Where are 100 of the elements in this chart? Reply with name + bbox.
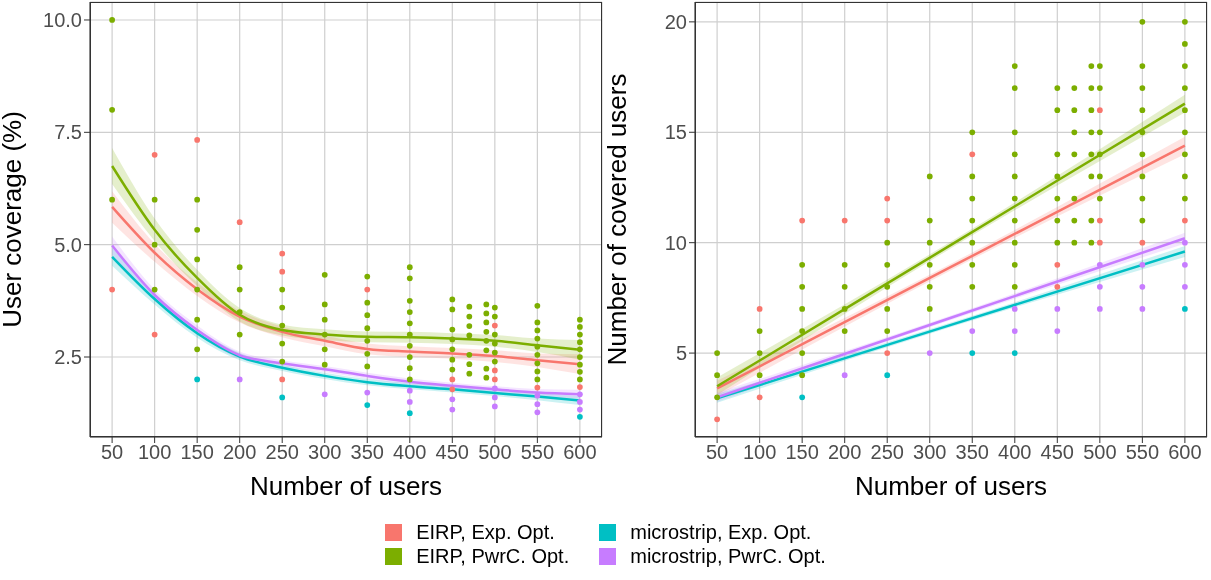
point	[1096, 283, 1103, 290]
point	[491, 367, 498, 374]
point	[534, 392, 541, 399]
point	[1096, 261, 1103, 268]
point	[321, 391, 328, 398]
point	[1054, 261, 1061, 268]
point	[491, 394, 498, 401]
x-tick-label: 100	[742, 441, 777, 464]
point	[1011, 328, 1018, 334]
point	[279, 250, 286, 257]
point	[1139, 306, 1146, 312]
point	[1011, 350, 1018, 356]
point	[714, 416, 720, 423]
y-axis-title: User coverage (%)	[0, 111, 28, 328]
x-tick-label: 500	[1083, 441, 1117, 464]
x-tick-label: 600	[563, 441, 597, 464]
point	[279, 394, 286, 401]
point	[194, 137, 201, 143]
x-tick-label: 250	[265, 441, 299, 464]
point	[194, 376, 201, 383]
point	[491, 385, 498, 392]
x-tick-label: 400	[998, 441, 1032, 464]
point	[109, 286, 115, 293]
point	[151, 151, 158, 158]
x-tick-label: 100	[137, 441, 172, 464]
point	[1011, 306, 1018, 312]
y-tick-label: 20	[664, 10, 687, 33]
point	[884, 195, 891, 202]
x-axis-title: Number of users	[854, 471, 1048, 501]
y-axis-title: Number of covered users	[602, 73, 633, 366]
point	[1096, 306, 1103, 312]
point	[884, 350, 891, 356]
point	[756, 394, 763, 401]
x-tick-label: 350	[350, 441, 384, 464]
x-tick-label: 300	[913, 441, 947, 464]
point	[236, 219, 243, 226]
point	[279, 376, 286, 383]
point	[449, 396, 456, 403]
point	[1054, 306, 1061, 312]
point	[534, 384, 541, 391]
y-tick-label: 10	[664, 231, 687, 254]
point	[969, 350, 976, 356]
point	[1096, 217, 1103, 224]
point	[534, 401, 541, 408]
x-tick-label: 400	[393, 441, 427, 464]
y-tick-label: 10.0	[43, 9, 82, 32]
y-tick-label: 2.5	[54, 346, 82, 369]
point	[534, 409, 541, 416]
y-tick-label: 5	[675, 342, 687, 365]
point	[1182, 239, 1188, 246]
point	[406, 410, 413, 417]
point	[799, 217, 806, 224]
x-tick-label: 550	[1125, 441, 1160, 464]
point	[1054, 283, 1061, 290]
point	[364, 389, 371, 396]
x-tick-label: 450	[435, 441, 469, 464]
point	[1096, 107, 1103, 114]
point	[841, 217, 848, 224]
y-tick-label: 15	[664, 121, 687, 144]
x-tick-label: 200	[828, 441, 862, 464]
point	[926, 350, 933, 356]
x-tick-label: 50	[705, 441, 729, 464]
point	[491, 322, 498, 329]
point	[364, 286, 371, 293]
point	[969, 328, 976, 334]
x-tick-label: 550	[520, 441, 555, 464]
point	[577, 384, 583, 390]
point	[449, 406, 456, 413]
legend-label: microstrip, Exp. Opt.	[630, 520, 812, 544]
y-tick-label: 5.0	[54, 233, 82, 256]
point	[364, 402, 371, 408]
point	[449, 386, 456, 393]
point	[449, 376, 456, 383]
point	[577, 391, 583, 398]
point	[406, 387, 413, 394]
point	[577, 413, 583, 420]
point	[969, 151, 976, 158]
legend-label: microstrip, PwrC. Opt.	[630, 544, 826, 568]
point	[279, 268, 286, 275]
point	[1182, 217, 1188, 224]
point	[406, 399, 413, 405]
point	[1139, 283, 1146, 290]
x-tick-label: 50	[100, 441, 124, 464]
point	[1139, 239, 1146, 246]
x-axis-title: Number of users	[249, 471, 443, 501]
x-tick-label: 200	[223, 441, 257, 464]
point	[1139, 261, 1146, 268]
x-tick-label: 300	[308, 441, 342, 464]
x-tick-label: 150	[785, 441, 819, 464]
legend-label: EIRP, PwrC. Opt.	[416, 544, 570, 568]
point	[1054, 328, 1061, 334]
x-tick-label: 150	[180, 441, 214, 464]
x-tick-label: 350	[955, 441, 989, 464]
point	[1182, 306, 1188, 312]
point	[577, 399, 583, 405]
point	[884, 217, 891, 224]
point	[491, 376, 498, 383]
point	[1182, 261, 1188, 268]
point	[491, 403, 498, 410]
point	[1182, 283, 1188, 290]
